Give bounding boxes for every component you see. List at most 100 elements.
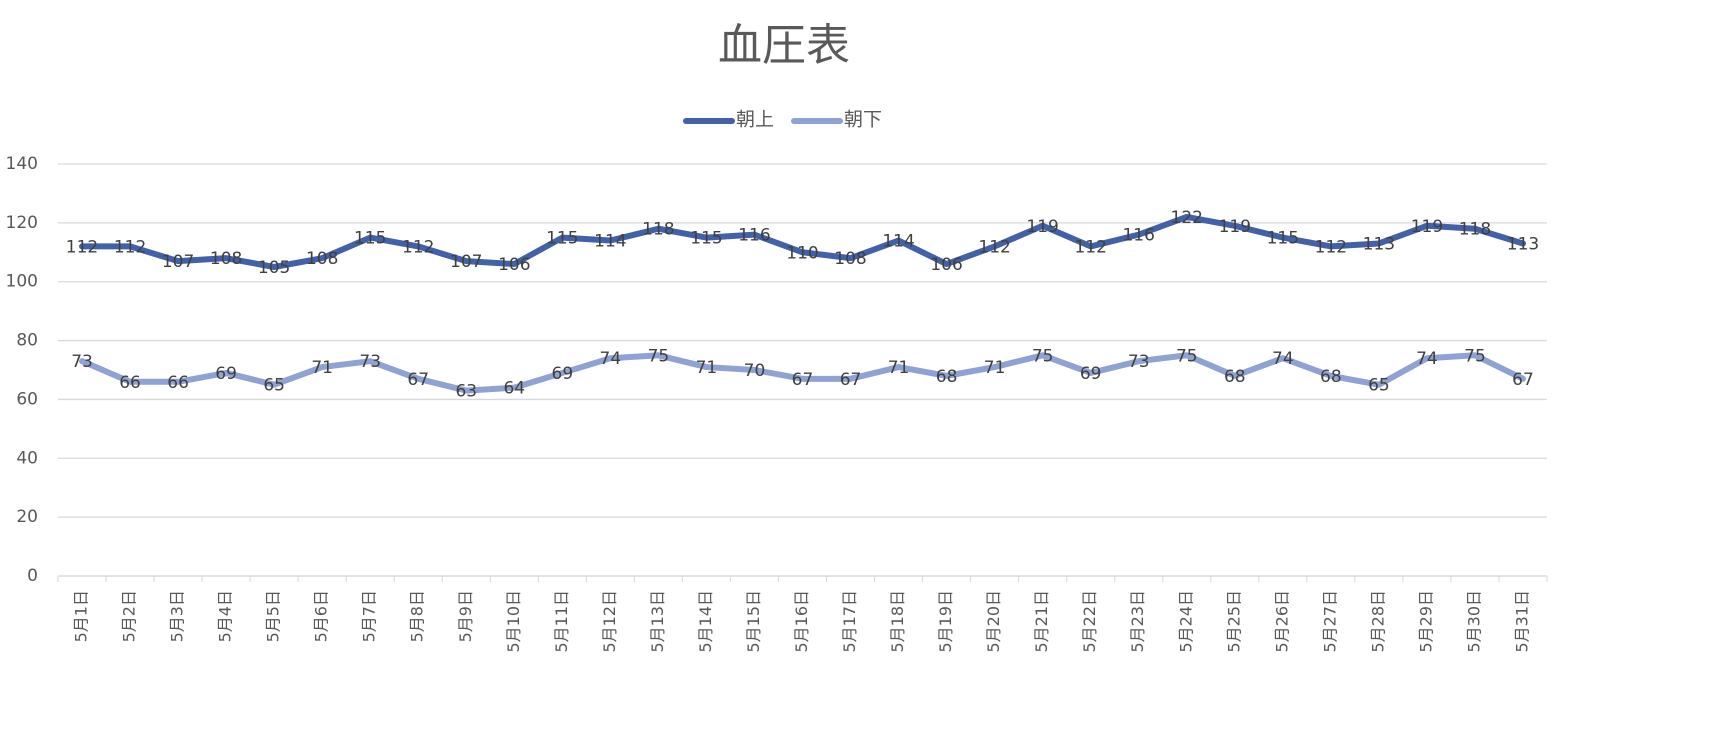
data-label: 106 xyxy=(498,255,530,275)
data-label: 119 xyxy=(1411,217,1443,237)
x-tick-label: 5月28日 xyxy=(1368,590,1387,653)
x-tick-label: 5月1日 xyxy=(72,590,91,642)
data-label: 115 xyxy=(354,229,386,249)
x-tick-label: 5月6日 xyxy=(312,590,331,642)
x-tick-label: 5月23日 xyxy=(1128,590,1147,653)
data-label: 66 xyxy=(119,373,141,393)
data-label: 74 xyxy=(1272,349,1294,369)
data-label: 68 xyxy=(1224,367,1246,387)
y-tick-label: 120 xyxy=(6,213,38,233)
data-label: 71 xyxy=(311,358,333,378)
series-line xyxy=(79,213,1526,270)
x-tick-label: 5月31日 xyxy=(1512,590,1531,653)
x-tick-label: 5月3日 xyxy=(168,590,187,642)
data-label: 113 xyxy=(1363,234,1395,254)
data-label: 114 xyxy=(594,232,626,252)
data-label: 108 xyxy=(306,249,338,269)
data-label: 112 xyxy=(1315,237,1347,257)
data-label: 112 xyxy=(402,237,434,257)
data-label: 107 xyxy=(162,252,194,272)
data-label: 75 xyxy=(1176,346,1198,366)
data-label: 105 xyxy=(258,258,290,278)
y-tick-label: 80 xyxy=(16,331,38,351)
x-tick-label: 5月11日 xyxy=(552,590,571,653)
x-tick-label: 5月17日 xyxy=(840,590,859,653)
data-label: 115 xyxy=(1267,229,1299,249)
x-tick-label: 5月16日 xyxy=(792,590,811,653)
data-label: 73 xyxy=(1128,352,1150,372)
x-tick-label: 5月27日 xyxy=(1320,590,1339,653)
data-label: 65 xyxy=(1368,376,1390,396)
y-tick-label: 20 xyxy=(16,507,38,527)
data-label: 116 xyxy=(738,226,770,246)
x-tick-label: 5月13日 xyxy=(648,590,667,653)
data-label: 114 xyxy=(882,232,914,252)
data-label: 71 xyxy=(984,358,1006,378)
y-tick-label: 60 xyxy=(16,389,38,409)
x-tick-label: 5月18日 xyxy=(888,590,907,653)
data-label: 112 xyxy=(114,237,146,257)
x-tick-label: 5月29日 xyxy=(1416,590,1435,653)
data-label: 110 xyxy=(786,243,818,263)
x-tick-label: 5月20日 xyxy=(984,590,1003,653)
data-label: 107 xyxy=(450,252,482,272)
data-label: 70 xyxy=(744,361,766,381)
x-tick-label: 5月12日 xyxy=(600,590,619,653)
x-tick-label: 5月26日 xyxy=(1272,590,1291,653)
data-label: 74 xyxy=(600,349,622,369)
data-label: 75 xyxy=(648,346,670,366)
x-tick-label: 5月14日 xyxy=(696,590,715,653)
data-label: 65 xyxy=(263,376,285,396)
x-tick-label: 5月30日 xyxy=(1464,590,1483,653)
y-tick-label: 40 xyxy=(16,448,38,468)
chart-title: 血圧表 xyxy=(718,20,850,71)
series-line xyxy=(79,352,1526,394)
data-label: 108 xyxy=(210,249,242,269)
data-label: 113 xyxy=(1507,234,1539,254)
x-tick-label: 5月24日 xyxy=(1176,590,1195,653)
data-label: 118 xyxy=(642,220,674,240)
data-label: 122 xyxy=(1171,208,1203,228)
data-label: 68 xyxy=(936,367,958,387)
data-label: 71 xyxy=(888,358,910,378)
data-label: 119 xyxy=(1026,217,1058,237)
data-label: 67 xyxy=(407,370,429,390)
data-label: 73 xyxy=(71,352,93,372)
data-label: 118 xyxy=(1459,220,1491,240)
data-label: 112 xyxy=(66,237,98,257)
x-tick-label: 5月8日 xyxy=(408,590,427,642)
data-label: 66 xyxy=(167,373,189,393)
legend-label: 朝下 xyxy=(844,109,882,131)
data-label: 67 xyxy=(1512,370,1534,390)
data-label: 115 xyxy=(690,229,722,249)
data-label: 64 xyxy=(503,379,525,399)
x-tick-label: 5月10日 xyxy=(504,590,523,653)
x-tick-label: 5月22日 xyxy=(1080,590,1099,653)
data-label: 73 xyxy=(359,352,381,372)
data-label: 67 xyxy=(792,370,814,390)
data-label: 112 xyxy=(978,237,1010,257)
data-label: 108 xyxy=(834,249,866,269)
x-tick-label: 5月9日 xyxy=(456,590,475,642)
x-tick-label: 5月4日 xyxy=(216,590,235,642)
data-label: 69 xyxy=(552,364,574,384)
data-label: 69 xyxy=(1080,364,1102,384)
y-tick-label: 0 xyxy=(27,566,38,586)
data-label: 75 xyxy=(1464,346,1486,366)
data-label: 112 xyxy=(1074,237,1106,257)
x-tick-label: 5月2日 xyxy=(120,590,139,642)
data-label: 67 xyxy=(840,370,862,390)
data-label: 119 xyxy=(1219,217,1251,237)
data-label: 106 xyxy=(930,255,962,275)
data-label: 69 xyxy=(215,364,237,384)
x-tick-label: 5月7日 xyxy=(360,590,379,642)
y-tick-label: 140 xyxy=(6,154,38,174)
x-tick-label: 5月21日 xyxy=(1032,590,1051,653)
data-label: 115 xyxy=(546,229,578,249)
data-label: 68 xyxy=(1320,367,1342,387)
y-tick-label: 100 xyxy=(6,272,38,292)
data-label: 75 xyxy=(1032,346,1054,366)
x-tick-label: 5月15日 xyxy=(744,590,763,653)
x-tick-label: 5月25日 xyxy=(1224,590,1243,653)
